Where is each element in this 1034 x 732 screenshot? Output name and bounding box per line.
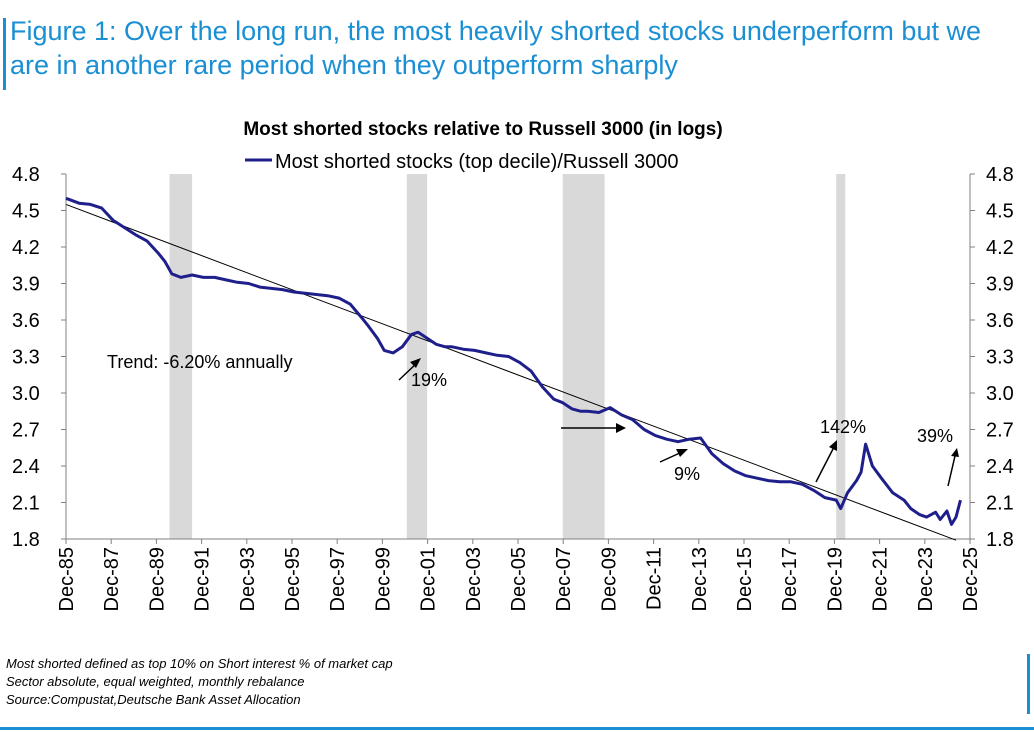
y-tick-label-left: 3.3	[12, 347, 40, 369]
annotation-142pct: 142%	[820, 417, 866, 437]
x-tick-label: Dec-97	[327, 547, 349, 611]
x-tick-label: Dec-09	[598, 547, 620, 611]
annotations: Trend: -6.20% annually 19% 9% 142% 39%	[107, 352, 959, 487]
arrow-142pct	[815, 440, 837, 483]
x-tick-label: Dec-93	[237, 547, 259, 611]
x-tick-label: Dec-05	[508, 547, 530, 611]
annotation-39pct: 39%	[917, 426, 953, 446]
y-tick-label-right: 2.7	[986, 420, 1014, 442]
axes: 4.8 4.8 4.5 4.5 4.2 4.2 3.9 3.9 3.6 3.6 3.3 3.3 3.0 3…	[12, 164, 1014, 611]
x-tick-label: Dec-19	[824, 547, 846, 611]
y-tick-label-left: 3.9	[12, 274, 40, 296]
annotation-19pct: 19%	[411, 370, 447, 390]
footnotes: Most shorted defined as top 10% on Short…	[6, 655, 393, 709]
y-tick-label-left: 2.4	[12, 456, 40, 478]
recession-band	[836, 174, 846, 539]
y-tick-label-right: 4.2	[986, 237, 1014, 259]
y-tick-label-right: 3.6	[986, 310, 1014, 332]
y-tick-label-left: 3.0	[12, 383, 40, 405]
y-tick-label-right: 2.1	[986, 493, 1014, 515]
x-tick-label: Dec-11	[644, 547, 666, 610]
y-tick-label-right: 4.5	[986, 201, 1014, 223]
footnote-line: Source:Compustat,Deutsche Bank Asset All…	[6, 692, 301, 707]
y-tick-label-left: 2.1	[12, 493, 40, 515]
y-tick-label-left: 3.6	[12, 310, 40, 332]
series-group	[65, 196, 962, 526]
trend-line-group	[65, 203, 957, 541]
y-tick-label-right: 3.9	[986, 274, 1014, 296]
x-tick-label: Dec-03	[463, 547, 485, 611]
y-tick-label-left: 4.8	[12, 164, 40, 186]
y-tick-label-left: 2.7	[12, 420, 40, 442]
x-tick-label: Dec-25	[960, 547, 982, 611]
y-tick-label-right: 4.8	[986, 164, 1014, 186]
x-tick-label: Dec-15	[734, 547, 756, 611]
arrow-9pct	[659, 449, 688, 463]
footnote-line: Most shorted defined as top 10% on Short…	[6, 656, 393, 671]
title-accent-bar	[3, 18, 6, 90]
x-tick-label: Dec-91	[192, 547, 214, 611]
recession-band	[406, 174, 428, 539]
y-tick-label-right: 1.8	[986, 529, 1014, 551]
x-tick-label: Dec-07	[553, 547, 575, 611]
y-tick-label-left: 1.8	[12, 529, 40, 551]
chart: Most shorted stocks relative to Russell …	[12, 119, 1014, 611]
x-tick-label: Dec-21	[870, 547, 892, 611]
annotation-9pct: 9%	[674, 464, 700, 484]
x-tick-label: Dec-01	[418, 547, 440, 611]
arrow-19pct	[398, 358, 421, 381]
legend-label: Most shorted stocks (top decile)/Russell…	[275, 151, 679, 173]
x-tick-label: Dec-87	[101, 547, 123, 611]
chart-title: Most shorted stocks relative to Russell …	[243, 119, 722, 140]
footnote-line: Sector absolute, equal weighted, monthly…	[6, 674, 305, 689]
bottom-rule	[0, 727, 1034, 730]
trend-annotation: Trend: -6.20% annually	[107, 352, 292, 372]
figure-title: Figure 1: Over the long run, the most he…	[10, 16, 981, 80]
y-tick-label-right: 2.4	[986, 456, 1014, 478]
x-tick-label: Dec-95	[282, 547, 304, 611]
x-tick-label: Dec-13	[689, 547, 711, 611]
x-tick-label: Dec-89	[146, 547, 168, 611]
y-tick-label-left: 4.5	[12, 201, 40, 223]
y-tick-label-right: 3.0	[986, 383, 1014, 405]
recession-band	[562, 174, 605, 539]
x-tick-label: Dec-23	[915, 547, 937, 611]
footnote-accent-bar	[1027, 654, 1030, 714]
x-tick-label: Dec-85	[56, 547, 78, 611]
arrow-2008-flat	[561, 423, 626, 433]
legend: Most shorted stocks (top decile)/Russell…	[245, 151, 679, 173]
x-tick-label: Dec-17	[779, 547, 801, 611]
y-tick-label-right: 3.3	[986, 347, 1014, 369]
x-tick-label: Dec-99	[372, 547, 394, 611]
y-tick-label-left: 4.2	[12, 237, 40, 259]
recession-bands	[169, 174, 846, 539]
trend-line	[65, 203, 957, 541]
series-line	[65, 196, 962, 526]
recession-band	[169, 174, 193, 539]
arrow-39pct	[947, 448, 959, 487]
